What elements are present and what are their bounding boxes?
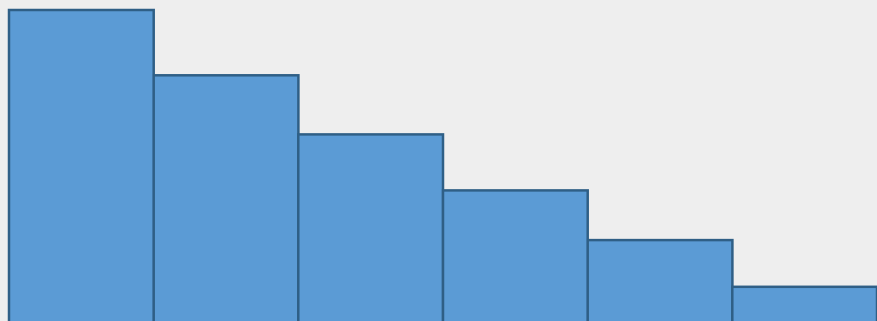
bar-5 bbox=[586, 238, 734, 321]
bar-1 bbox=[7, 8, 155, 321]
bar-2 bbox=[152, 74, 300, 321]
bar-6 bbox=[731, 285, 877, 321]
bar-4 bbox=[441, 189, 589, 321]
bar-3 bbox=[297, 133, 445, 321]
